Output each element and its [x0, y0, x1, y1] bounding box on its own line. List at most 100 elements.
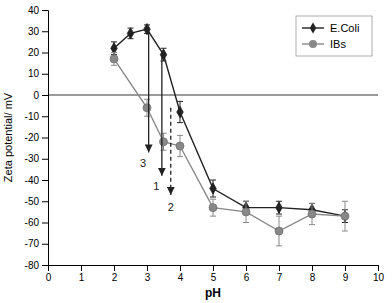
- chart: 012345678910-80-70-60-50-40-30-20-100102…: [0, 0, 392, 303]
- x-tick: 10: [373, 265, 385, 283]
- legend-item: E.Coli: [302, 22, 359, 34]
- error-bar-cap: [342, 201, 348, 202]
- legend: E.Coli IBs: [296, 16, 372, 56]
- error-bar-cap: [309, 203, 315, 204]
- y-tick-mark: [42, 95, 48, 96]
- y-tick-mark: [42, 223, 48, 224]
- legend-label: E.Coli: [330, 22, 359, 34]
- error-bar-cap: [276, 216, 282, 217]
- y-tick: -30: [25, 153, 48, 164]
- y-tick: 40: [28, 5, 48, 16]
- y-tick-mark: [42, 53, 48, 54]
- annotation-label: 2: [168, 201, 174, 213]
- y-tick-mark: [42, 180, 48, 181]
- error-bar-cap: [177, 101, 183, 102]
- x-tick-mark: [81, 265, 82, 271]
- y-tick-label: 10: [28, 68, 40, 79]
- y-tick-mark: [42, 10, 48, 11]
- x-tick-mark: [345, 265, 346, 271]
- error-bar: [177, 135, 183, 156]
- x-tick-label: 3: [145, 272, 151, 283]
- y-axis: -80-70-60-50-40-30-20-10010203040: [25, 5, 49, 271]
- x-tick-label: 2: [112, 272, 118, 283]
- annotation-label: 1: [153, 180, 159, 192]
- error-bar-cap: [243, 201, 249, 202]
- x-tick: 3: [145, 265, 151, 283]
- annotation-arrow: [148, 29, 149, 152]
- annotation-arrow: [161, 55, 162, 176]
- error-bar-cap: [276, 245, 282, 246]
- x-tick-label: 6: [244, 272, 250, 283]
- y-tick-mark: [42, 265, 48, 266]
- error-bar-cap: [111, 65, 117, 66]
- marks: [48, 24, 378, 246]
- y-tick: -10: [25, 111, 48, 122]
- y-tick: -20: [25, 132, 48, 143]
- data-point: [176, 142, 184, 150]
- annotation-label: 3: [140, 157, 146, 169]
- error-bar-cap: [210, 216, 216, 217]
- x-tick-mark: [213, 265, 214, 271]
- y-tick-label: -20: [25, 132, 40, 143]
- error-bar: [309, 203, 315, 224]
- data-point: [275, 227, 283, 235]
- x-tick: 7: [277, 265, 283, 283]
- error-bar-cap: [342, 231, 348, 232]
- data-point: [210, 183, 216, 194]
- data-point: [242, 208, 250, 216]
- x-tick-label: 10: [373, 272, 385, 283]
- error-bar-cap: [243, 201, 249, 202]
- y-tick-mark: [42, 31, 48, 32]
- error-bar-cap: [309, 224, 315, 225]
- y-tick-label: -40: [25, 175, 40, 186]
- y-tick-label: -10: [25, 111, 40, 122]
- legend-label: IBs: [330, 38, 346, 50]
- y-axis-title: Zeta potential/ mV: [2, 92, 14, 182]
- y-tick-mark: [42, 244, 48, 245]
- y-tick: -50: [25, 196, 48, 207]
- x-tick-mark: [114, 265, 115, 271]
- x-tick: 1: [79, 265, 85, 283]
- error-bar-cap: [177, 156, 183, 157]
- annotation-arrow: [170, 108, 171, 195]
- error-bar-cap: [243, 222, 249, 223]
- error-bar: [128, 28, 134, 39]
- x-tick-label: 7: [277, 272, 283, 283]
- x-tick-label: 8: [310, 272, 316, 283]
- y-tick: 30: [28, 26, 48, 37]
- x-axis-line: [49, 266, 379, 272]
- x-tick-label: 0: [46, 272, 52, 283]
- y-tick-label: -60: [25, 217, 40, 228]
- x-tick-mark: [378, 265, 379, 271]
- data-point: [110, 55, 118, 63]
- y-axis-line: [42, 11, 49, 266]
- error-bar-cap: [210, 180, 216, 181]
- error-bar: [243, 201, 249, 222]
- y-tick-label: 40: [28, 5, 40, 16]
- error-bar: [210, 180, 216, 197]
- error-bar-cap: [309, 203, 315, 204]
- y-tick-label: -70: [25, 238, 40, 249]
- x-tick-label: 4: [178, 272, 184, 283]
- error-bar: [276, 216, 282, 246]
- error-bar: [276, 201, 282, 214]
- y-tick-label: -50: [25, 196, 40, 207]
- x-tick-mark: [312, 265, 313, 271]
- legend-swatch-marker: [310, 22, 316, 33]
- y-tick: -70: [25, 238, 48, 249]
- legend-item: IBs: [302, 38, 346, 50]
- y-tick-label: 30: [28, 26, 40, 37]
- x-axis-title: pH: [205, 286, 221, 300]
- legend-swatch-marker: [309, 40, 317, 48]
- x-tick: 8: [310, 265, 316, 283]
- error-bar-cap: [210, 199, 216, 200]
- x-tick: 5: [211, 265, 217, 283]
- y-tick: -60: [25, 217, 48, 228]
- y-tick: -40: [25, 175, 48, 186]
- data-point: [177, 106, 183, 117]
- y-tick-mark: [42, 74, 48, 75]
- y-tick-mark: [42, 138, 48, 139]
- error-bar: [210, 199, 216, 216]
- x-tick-mark: [279, 265, 280, 271]
- y-tick-mark: [42, 159, 48, 160]
